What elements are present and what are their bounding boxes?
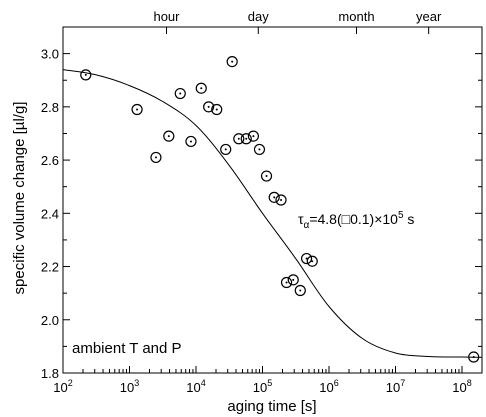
data-point — [80, 69, 92, 81]
data-point-center — [252, 135, 255, 138]
data-point-center — [136, 108, 139, 111]
data-point-center — [167, 135, 170, 138]
x-tick-exponent: 5 — [267, 378, 272, 388]
data-point — [247, 130, 260, 142]
conditions-label: ambient T and P — [72, 340, 182, 357]
y-axis-label: specific volume change [µl/g] — [11, 102, 28, 295]
data-point — [163, 130, 175, 142]
x-tick-base: 10 — [319, 380, 333, 395]
x-tick-label: 106 — [319, 378, 338, 395]
data-point — [260, 170, 273, 182]
x-tick-label: 102 — [53, 378, 72, 395]
data-point-center — [179, 92, 182, 95]
data-point — [226, 55, 238, 68]
x-tick-exponent: 6 — [334, 378, 339, 388]
x-tick-base: 10 — [53, 380, 67, 395]
data-point-center — [84, 73, 87, 76]
data-point-center — [292, 278, 295, 281]
x-tick-exponent: 8 — [467, 378, 472, 388]
data-point — [287, 274, 299, 286]
x-tick-label: 104 — [186, 378, 205, 395]
data-point — [240, 133, 252, 145]
data-point-center — [311, 260, 314, 263]
top-axis-label: day — [248, 9, 269, 24]
data-point — [268, 191, 280, 203]
x-tick-exponent: 4 — [201, 378, 206, 388]
x-tick-base: 10 — [186, 380, 200, 395]
data-point-center — [273, 196, 276, 199]
data-point — [306, 255, 318, 267]
data-point-center — [231, 60, 234, 63]
x-tick-labels: 102 103 104 105 106 107 108 — [53, 378, 471, 395]
x-tick-label: 108 — [452, 378, 471, 395]
data-point — [468, 351, 480, 363]
top-axis-label: hour — [153, 9, 180, 24]
x-tick-exponent: 7 — [400, 378, 405, 388]
tau-symbol: τ — [298, 211, 304, 227]
x-tick-label: 107 — [386, 378, 405, 395]
data-point — [280, 276, 293, 289]
y-tick-label: 2.2 — [41, 260, 59, 275]
data-point-center — [200, 87, 203, 90]
data-point — [275, 194, 287, 206]
data-point — [150, 151, 162, 164]
data-point-center — [215, 108, 218, 111]
fit-curve — [62, 69, 483, 358]
data-point — [253, 143, 266, 156]
data-point-center — [299, 289, 302, 292]
data-point — [233, 133, 245, 145]
y-tick-label: 1.8 — [41, 366, 59, 381]
tau-unit: s — [404, 211, 415, 227]
plot-frame — [62, 26, 483, 374]
x-tick-base: 10 — [452, 380, 466, 395]
data-points — [80, 55, 480, 363]
top-axis-label: month — [338, 9, 374, 24]
top-axis-label: year — [416, 9, 442, 24]
data-point-center — [280, 199, 283, 201]
x-tick-base: 10 — [253, 380, 267, 395]
x-tick-label: 105 — [253, 378, 272, 395]
y-tick-label: 2.8 — [41, 100, 59, 115]
data-point-center — [154, 156, 157, 159]
tau-subscript: α — [304, 220, 310, 231]
x-tick-label: 103 — [120, 378, 139, 395]
y-tick-label: 3.0 — [41, 47, 59, 62]
data-point-center — [245, 137, 248, 140]
y-tick-labels: 1.8 2.0 2.2 2.4 2.6 2.8 3.0 — [41, 47, 59, 381]
data-point-center — [472, 356, 475, 359]
data-point-center — [285, 281, 288, 284]
data-point — [294, 284, 306, 297]
data-point — [131, 103, 143, 116]
data-point-center — [237, 137, 240, 140]
x-tick-exponent: 2 — [68, 378, 73, 388]
tau-exponent: 5 — [398, 210, 404, 221]
data-point-center — [258, 148, 261, 151]
data-point-center — [224, 148, 227, 151]
data-point — [220, 143, 232, 156]
x-tick-exponent: 3 — [134, 378, 139, 388]
data-point — [185, 135, 197, 148]
data-point — [211, 103, 223, 116]
x-axis-label: aging time [s] — [227, 398, 316, 415]
data-point — [300, 252, 313, 265]
x-tick-base: 10 — [120, 380, 134, 395]
tau-annotation: τα=4.8(□0.1)×105 s — [298, 210, 414, 231]
data-point-center — [207, 105, 210, 108]
data-point — [195, 82, 207, 94]
top-axis: hour day month year — [153, 9, 442, 34]
x-tick-base: 10 — [386, 380, 400, 395]
y-tick-label: 2.0 — [41, 313, 59, 328]
data-point-center — [305, 257, 308, 260]
y-tick-label: 2.4 — [41, 206, 59, 221]
data-point — [174, 87, 186, 100]
data-point-center — [189, 140, 192, 143]
axis-ticks — [62, 26, 483, 374]
tau-equation: =4.8(□0.1)×10 — [309, 211, 398, 227]
y-tick-label: 2.6 — [41, 153, 59, 168]
data-point-center — [265, 175, 268, 178]
data-point — [203, 101, 215, 113]
